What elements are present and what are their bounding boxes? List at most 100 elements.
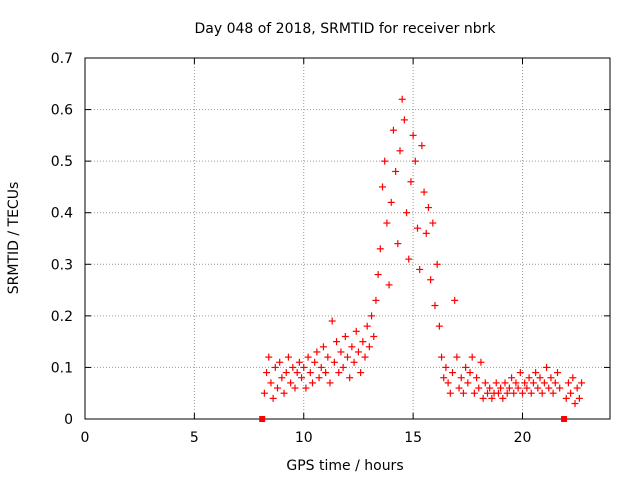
data-point — [278, 374, 286, 382]
data-point — [372, 296, 380, 304]
data-point — [385, 281, 393, 289]
data-point — [420, 188, 428, 196]
data-point — [431, 302, 439, 310]
data-point — [492, 379, 500, 387]
data-point — [365, 343, 373, 351]
data-point — [403, 209, 411, 217]
data-point — [324, 353, 332, 361]
data-point — [339, 363, 347, 371]
data-point — [381, 157, 389, 165]
data-point — [265, 353, 273, 361]
data-point — [276, 358, 284, 366]
data-point — [267, 379, 275, 387]
data-point — [446, 389, 454, 397]
data-point — [575, 394, 583, 402]
square-marker — [561, 416, 568, 422]
data-point — [516, 369, 524, 377]
data-point — [468, 353, 476, 361]
data-point — [529, 379, 537, 387]
data-point — [451, 296, 459, 304]
data-point — [523, 384, 531, 392]
data-point — [440, 374, 448, 382]
data-point — [354, 348, 362, 356]
x-axis-label: GPS time / hours — [286, 458, 403, 474]
data-point — [521, 379, 529, 387]
data-point — [315, 374, 323, 382]
data-point — [387, 198, 395, 206]
data-point — [503, 389, 511, 397]
data-point — [534, 384, 542, 392]
data-point — [462, 363, 470, 371]
y-tick-labels: 0 0.1 0.2 0.3 0.4 0.5 0.6 0.7 — [51, 51, 73, 428]
data-point — [335, 369, 343, 377]
data-point — [361, 353, 369, 361]
x-tick-label: 20 — [514, 430, 532, 446]
data-point — [455, 384, 463, 392]
y-axis-label: SRMTID / TECUs — [6, 182, 22, 295]
x-tick-label: 10 — [295, 430, 313, 446]
x-tick-label: 15 — [404, 430, 422, 446]
y-tick-label: 0.4 — [51, 206, 73, 222]
data-point — [280, 389, 288, 397]
grid-lines — [85, 58, 610, 419]
data-point — [484, 389, 491, 397]
data-point — [326, 379, 334, 387]
data-point — [564, 379, 572, 387]
data-point — [274, 384, 281, 392]
data-point — [295, 358, 303, 366]
data-point — [505, 384, 513, 392]
data-point — [540, 379, 548, 387]
data-point — [269, 394, 277, 402]
data-point — [400, 116, 408, 124]
data-point — [414, 224, 421, 232]
data-point — [350, 358, 358, 366]
data-point — [337, 348, 345, 356]
data-point — [556, 384, 564, 392]
data-point — [330, 358, 338, 366]
data-point — [510, 389, 518, 397]
data-point — [411, 157, 419, 165]
data-point — [398, 95, 406, 103]
data-point — [405, 255, 413, 263]
data-point — [304, 353, 312, 361]
data-point — [379, 183, 386, 191]
data-point — [578, 379, 586, 387]
data-point — [418, 142, 426, 150]
data-point — [357, 369, 365, 377]
data-point — [464, 379, 472, 387]
square-marks — [259, 416, 568, 422]
data-point — [438, 353, 446, 361]
data-point — [536, 374, 544, 382]
data-point — [392, 167, 400, 175]
y-tick-label: 0.6 — [51, 103, 73, 119]
data-point — [508, 374, 516, 382]
data-point — [514, 384, 522, 392]
x-tick-label: 0 — [81, 430, 90, 446]
data-point — [573, 384, 581, 392]
data-point — [422, 229, 430, 237]
data-point — [300, 363, 308, 371]
data-point — [477, 358, 485, 366]
data-point — [481, 379, 489, 387]
data-point — [282, 369, 290, 377]
y-tick-label: 0.7 — [51, 51, 73, 67]
data-point — [527, 389, 535, 397]
data-point — [352, 327, 360, 335]
data-point — [486, 384, 494, 392]
data-point — [363, 322, 371, 330]
y-tick-label: 0.5 — [51, 154, 73, 170]
data-point — [311, 358, 319, 366]
data-point — [306, 369, 314, 377]
data-point — [562, 394, 570, 402]
data-point — [370, 332, 378, 340]
data-point — [291, 384, 299, 392]
data-point — [383, 219, 391, 227]
x-tick-label: 5 — [190, 430, 199, 446]
data-point — [519, 389, 526, 397]
data-point — [374, 271, 382, 279]
data-point — [475, 384, 483, 392]
data-point — [479, 394, 487, 402]
data-point — [453, 353, 461, 361]
data-point — [284, 353, 292, 361]
